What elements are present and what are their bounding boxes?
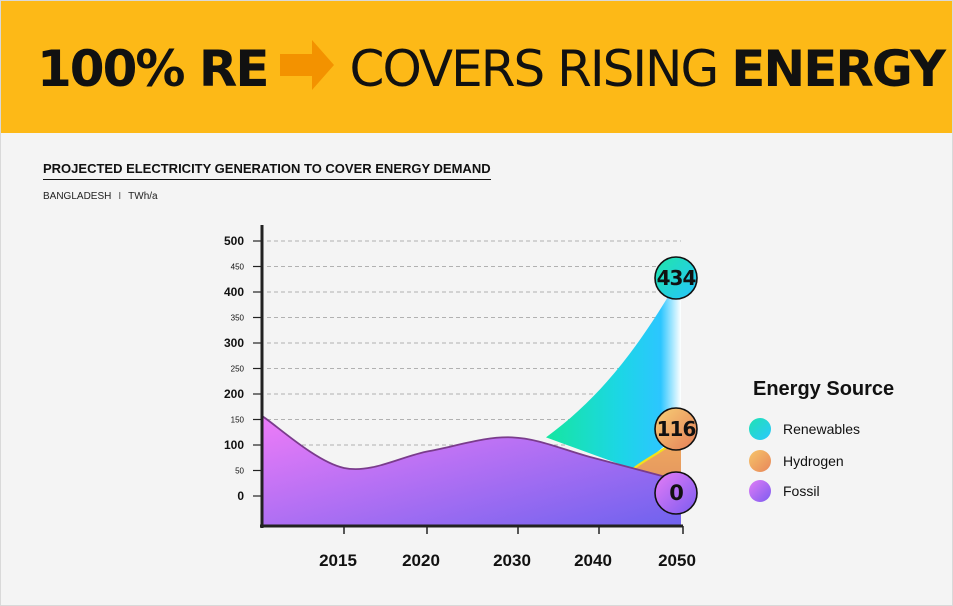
chart-title: PROJECTED ELECTRICITY GENERATION TO COVE…	[43, 161, 491, 180]
y-tick-label-500: 500	[224, 234, 244, 248]
right-arrow-icon	[279, 40, 334, 98]
end-value-fossil: 0	[669, 481, 683, 505]
legend-label-renewables: Renewables	[783, 421, 861, 437]
legend-item-hydrogen: Hydrogen	[749, 449, 844, 473]
legend-item-renewables: Renewables	[749, 417, 860, 441]
headline-part1: 100% RE	[37, 40, 270, 98]
end-value-labels: 434 116 0	[654, 256, 698, 515]
y-tick-label-400: 400	[224, 285, 244, 299]
x-axis-ticks: 2015 2020 2030 2040 2050	[319, 526, 696, 570]
legend-item-fossil: Fossil	[749, 479, 820, 503]
x-tick-label-2030: 2030	[493, 551, 531, 570]
end-value-renewables: 434	[657, 266, 696, 290]
legend-label-fossil: Fossil	[783, 483, 820, 499]
end-bubble-hydrogen	[654, 407, 698, 451]
country-label: BANGLADESH	[43, 191, 112, 202]
chart-areas	[261, 274, 682, 526]
header-banner: 100% RE COVERS RISING ENERGY DEMAND	[1, 1, 952, 133]
fossil-line	[261, 415, 682, 482]
chart-axes	[260, 225, 683, 528]
headline-part3: ENERGY DEMAND	[731, 40, 952, 98]
y-tick-label-350: 350	[231, 314, 245, 323]
end-value-hydrogen: 116	[657, 417, 696, 441]
hydrogen-swatch	[749, 450, 771, 472]
y-tick-label-0: 0	[237, 489, 244, 503]
y-tick-label-100: 100	[224, 438, 244, 452]
y-tick-label-300: 300	[224, 336, 244, 350]
y-tick-label-450: 450	[231, 263, 245, 272]
unit-label: TWh/a	[128, 191, 158, 202]
end-bubble-renewables	[654, 256, 698, 300]
renewables-swatch	[749, 418, 771, 440]
fossil-area	[262, 415, 681, 526]
legend-title: Energy Source	[753, 378, 895, 400]
headline-part2: COVERS RISING	[349, 40, 720, 98]
fossil-swatch	[749, 480, 771, 502]
renewables-area	[546, 274, 681, 470]
y-tick-label-250: 250	[231, 365, 245, 374]
subtitle-separator: I	[118, 191, 122, 202]
x-tick-label-2050: 2050	[658, 551, 696, 570]
y-tick-label-150: 150	[231, 416, 245, 425]
y-axis-ticks: 0 50 100 150 200 250 300 350 400 450 500	[224, 234, 262, 503]
headline: 100% RE COVERS RISING ENERGY DEMAND	[37, 29, 952, 109]
y-tick-label-50: 50	[235, 467, 244, 476]
end-bubble-fossil	[654, 471, 698, 515]
y-tick-label-200: 200	[224, 387, 244, 401]
x-tick-label-2020: 2020	[402, 551, 440, 570]
chart-subtitle: BANGLADESH I TWh/a	[43, 191, 158, 202]
legend-label-hydrogen: Hydrogen	[783, 453, 844, 469]
x-tick-label-2015: 2015	[319, 551, 357, 570]
x-tick-label-2040: 2040	[574, 551, 612, 570]
